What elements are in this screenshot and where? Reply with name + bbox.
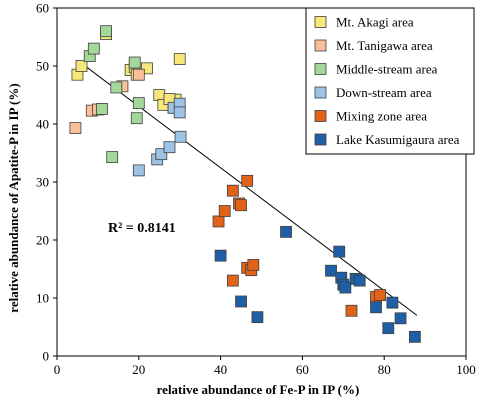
data-point <box>251 311 264 324</box>
x-tick-label: 80 <box>378 362 391 377</box>
data-point <box>212 215 225 228</box>
data-point <box>280 225 292 238</box>
data-point <box>218 205 231 217</box>
data-point <box>141 62 153 75</box>
legend-label: Mixing zone area <box>336 109 427 124</box>
legend-label: Down-stream area <box>336 85 432 100</box>
data-point <box>345 304 358 317</box>
y-tick-label: 10 <box>36 291 49 306</box>
data-point <box>110 81 123 94</box>
data-point <box>394 312 407 325</box>
data-point <box>173 53 186 65</box>
y-tick-label: 40 <box>36 117 49 132</box>
y-axis-title: relative abundance of Apatite-P in IP (%… <box>6 83 21 312</box>
data-point <box>214 249 227 262</box>
legend-label: Lake Kasumigaura area <box>336 132 460 147</box>
x-tick-label: 20 <box>132 362 145 377</box>
y-tick-label: 30 <box>36 175 49 190</box>
data-point <box>100 25 112 38</box>
legend-label: Mt. Tanigawa area <box>336 38 433 53</box>
data-point <box>132 164 145 177</box>
data-point <box>226 184 239 197</box>
legend-swatch <box>314 86 327 99</box>
data-point <box>241 174 254 187</box>
data-point <box>235 199 247 212</box>
y-tick-label: 0 <box>43 349 50 364</box>
legend-swatch <box>314 39 327 52</box>
legend-swatch <box>314 133 327 146</box>
legend-label: Middle-stream area <box>336 62 438 77</box>
y-tick-label: 60 <box>36 1 49 16</box>
x-axis-title: relative abundance of Fe-P in IP (%) <box>157 382 360 397</box>
data-point <box>87 42 100 55</box>
legend-label: Mt. Akagi area <box>336 15 414 30</box>
legend-swatch <box>314 110 327 122</box>
data-point <box>333 245 346 258</box>
data-point <box>69 122 82 134</box>
data-point <box>153 89 166 101</box>
data-point <box>106 151 119 163</box>
data-point <box>374 289 387 302</box>
y-tick-label: 50 <box>36 59 49 74</box>
data-point <box>247 259 260 271</box>
x-tick-label: 40 <box>214 362 227 377</box>
data-point <box>382 322 395 335</box>
data-point <box>163 141 176 154</box>
data-point <box>132 97 145 110</box>
r-squared-annotation: R² = 0.8141 <box>108 221 176 236</box>
data-point <box>128 56 141 69</box>
data-point <box>96 103 108 115</box>
data-point <box>339 281 352 294</box>
data-point <box>130 112 143 125</box>
data-point <box>386 296 399 309</box>
data-point <box>370 301 382 314</box>
data-point <box>155 148 168 161</box>
data-point <box>75 60 88 72</box>
data-point <box>235 295 247 308</box>
x-tick-label: 100 <box>456 362 476 377</box>
data-point <box>132 68 145 81</box>
data-point <box>226 274 239 287</box>
legend: Mt. Akagi area Mt. Tanigawa area Middle-st… <box>305 7 475 155</box>
data-point <box>174 130 187 143</box>
legend-swatch <box>314 63 327 75</box>
x-tick-label: 60 <box>296 362 309 377</box>
x-tick-label: 0 <box>54 362 61 377</box>
data-point <box>325 264 337 277</box>
data-point <box>353 274 366 287</box>
data-point <box>173 106 186 119</box>
legend-swatch <box>314 16 327 28</box>
y-tick-label: 20 <box>36 233 49 248</box>
data-point <box>408 330 421 343</box>
legend-box <box>305 7 475 155</box>
